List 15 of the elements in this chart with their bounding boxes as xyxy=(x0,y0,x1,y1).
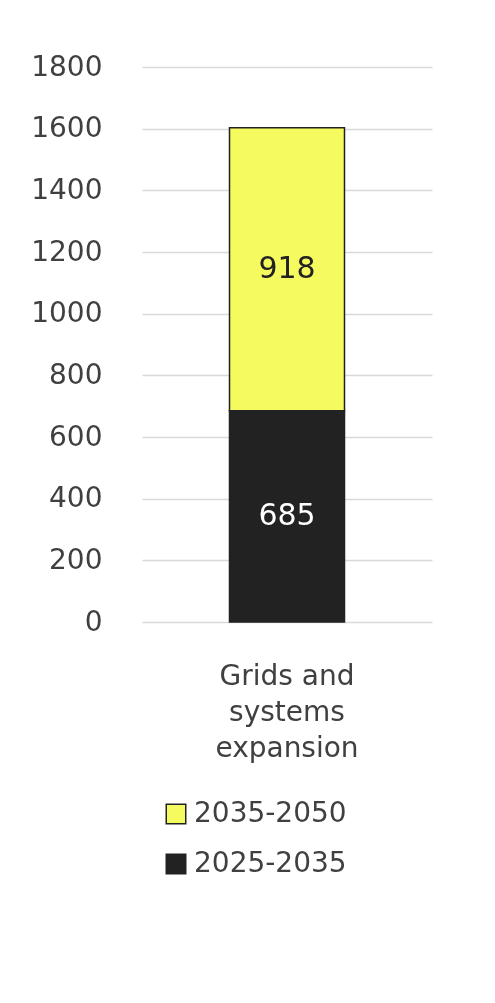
data-label: 685 xyxy=(258,497,316,533)
legend-label: 2035-2050 xyxy=(194,796,347,829)
y-tick-label: 1600 xyxy=(31,111,103,145)
y-tick-label: 1200 xyxy=(31,234,103,268)
y-tick-label: 0 xyxy=(84,604,103,638)
x-tick-label: Grids and systems expansion xyxy=(215,658,359,764)
y-tick-label: 800 xyxy=(49,357,103,391)
y-tick-label: 1800 xyxy=(31,49,103,83)
y-tick-label: 600 xyxy=(49,419,103,453)
y-tick-label: 200 xyxy=(49,542,103,576)
y-tick-label: 400 xyxy=(49,481,103,515)
legend-label: 2025-2035 xyxy=(194,846,347,879)
y-tick-label: 1400 xyxy=(31,172,103,206)
data-label: 918 xyxy=(258,250,316,286)
y-tick-label: 1000 xyxy=(31,296,103,330)
